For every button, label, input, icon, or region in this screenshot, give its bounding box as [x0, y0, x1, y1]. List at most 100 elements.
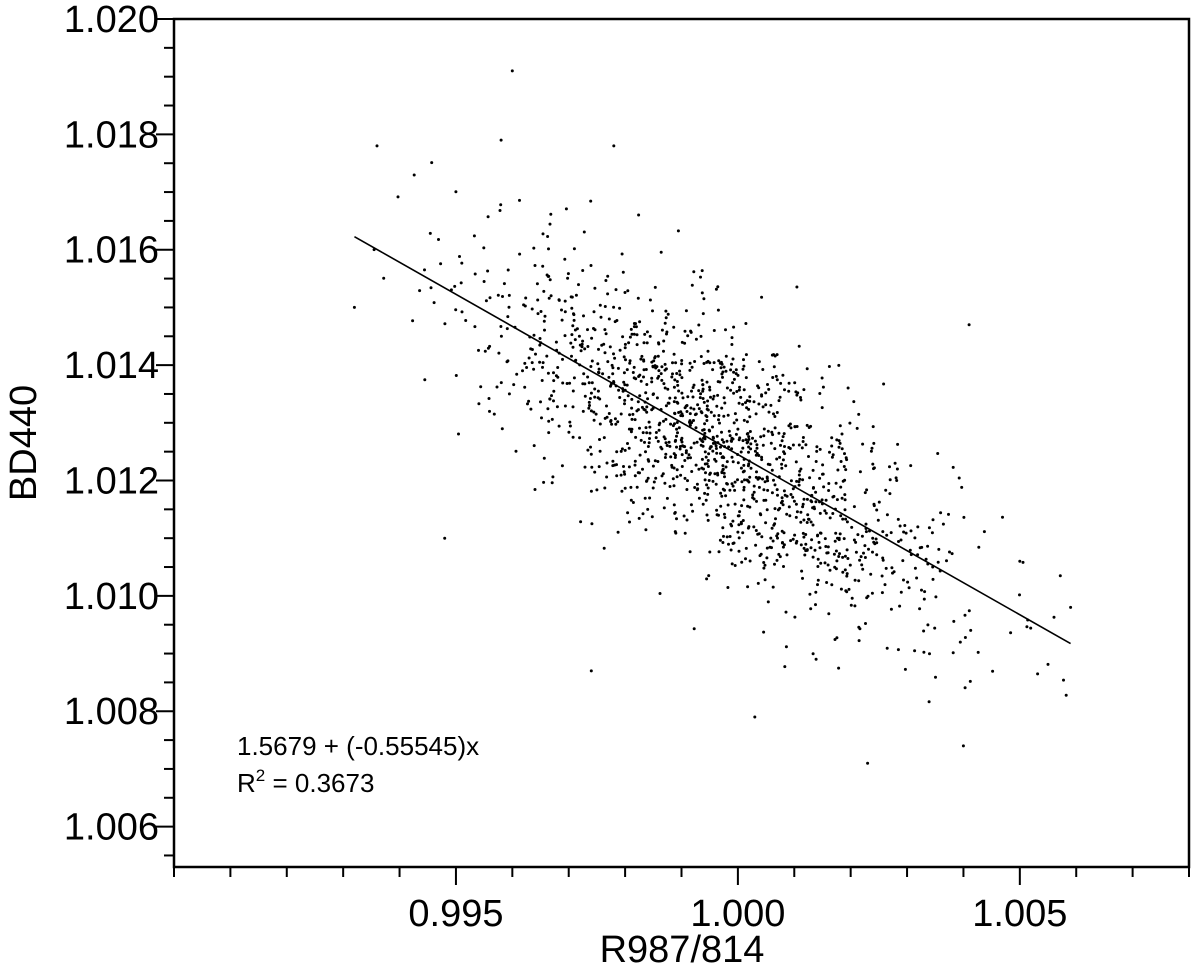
data-point [748, 475, 752, 479]
data-point [841, 570, 845, 574]
data-point [759, 435, 763, 439]
data-point [396, 195, 400, 199]
data-point [574, 293, 578, 297]
data-point [752, 484, 756, 488]
data-point [623, 291, 627, 294]
data-point [885, 513, 889, 517]
data-point [706, 459, 710, 462]
data-point [708, 388, 712, 392]
data-point [705, 419, 709, 422]
data-point [623, 472, 627, 476]
data-point [571, 345, 575, 349]
data-point [821, 463, 825, 467]
data-point [527, 399, 531, 403]
data-point [650, 515, 654, 519]
data-point [721, 467, 725, 471]
data-point [735, 390, 739, 393]
data-point [731, 437, 735, 441]
data-point [727, 445, 731, 449]
data-point [862, 551, 865, 555]
data-point [736, 461, 740, 465]
data-point [546, 371, 550, 375]
data-point [651, 309, 654, 313]
data-point [603, 328, 607, 332]
data-point [915, 576, 919, 580]
data-point [532, 333, 536, 337]
data-point [603, 486, 607, 490]
data-point [551, 475, 555, 479]
data-point [688, 361, 692, 365]
data-point [807, 455, 810, 458]
data-point [645, 405, 649, 409]
data-point [823, 537, 827, 541]
data-point [700, 466, 704, 470]
data-point [656, 439, 660, 443]
data-point [730, 447, 734, 451]
data-point [778, 506, 782, 510]
data-point [1069, 605, 1073, 609]
data-point [673, 511, 677, 515]
data-point [454, 374, 458, 377]
data-point [1018, 559, 1022, 563]
data-point [657, 342, 661, 346]
data-point [772, 412, 775, 416]
data-point [671, 424, 675, 428]
data-point [814, 657, 818, 661]
data-point [904, 531, 908, 535]
data-point [864, 530, 868, 534]
data-point [423, 378, 427, 382]
data-point [784, 464, 788, 468]
data-point [686, 456, 690, 460]
data-point [783, 445, 786, 448]
data-point [701, 383, 705, 387]
x-tick-label: 0.995 [408, 893, 503, 935]
data-point [700, 269, 704, 273]
data-point [715, 404, 719, 408]
data-point [746, 464, 750, 468]
data-point [611, 459, 615, 463]
data-point [728, 535, 732, 538]
data-point [926, 623, 930, 627]
data-point [802, 388, 806, 392]
data-point [782, 565, 785, 568]
data-point [819, 561, 823, 565]
data-point [660, 447, 664, 451]
data-point [742, 358, 745, 362]
data-point [623, 448, 627, 452]
data-point [523, 361, 527, 365]
data-point [643, 496, 647, 500]
data-point [692, 383, 696, 387]
data-point [443, 536, 447, 540]
data-point [775, 558, 779, 562]
data-point [693, 486, 697, 489]
data-point [641, 431, 645, 435]
data-point [704, 455, 708, 459]
data-point [906, 580, 910, 584]
x-axis-title: R987/814 [600, 929, 765, 971]
data-point [814, 603, 817, 607]
data-point [626, 511, 630, 515]
data-point [698, 396, 702, 400]
data-point [627, 341, 631, 345]
data-point [743, 478, 746, 482]
data-point [690, 470, 694, 473]
data-point [550, 481, 554, 485]
data-point [801, 531, 805, 535]
data-point [757, 532, 761, 536]
data-point [922, 629, 926, 633]
data-point [808, 592, 812, 596]
data-point [828, 450, 831, 454]
data-point [618, 396, 622, 399]
data-point [460, 310, 464, 314]
data-point [541, 264, 545, 268]
data-point [950, 552, 954, 556]
data-point [706, 359, 710, 363]
data-point [505, 327, 509, 331]
data-point [646, 397, 650, 401]
data-point [677, 411, 681, 414]
data-point [602, 546, 606, 550]
data-point [805, 548, 809, 552]
data-point [882, 382, 886, 386]
data-point [675, 445, 678, 449]
data-point [582, 230, 586, 234]
